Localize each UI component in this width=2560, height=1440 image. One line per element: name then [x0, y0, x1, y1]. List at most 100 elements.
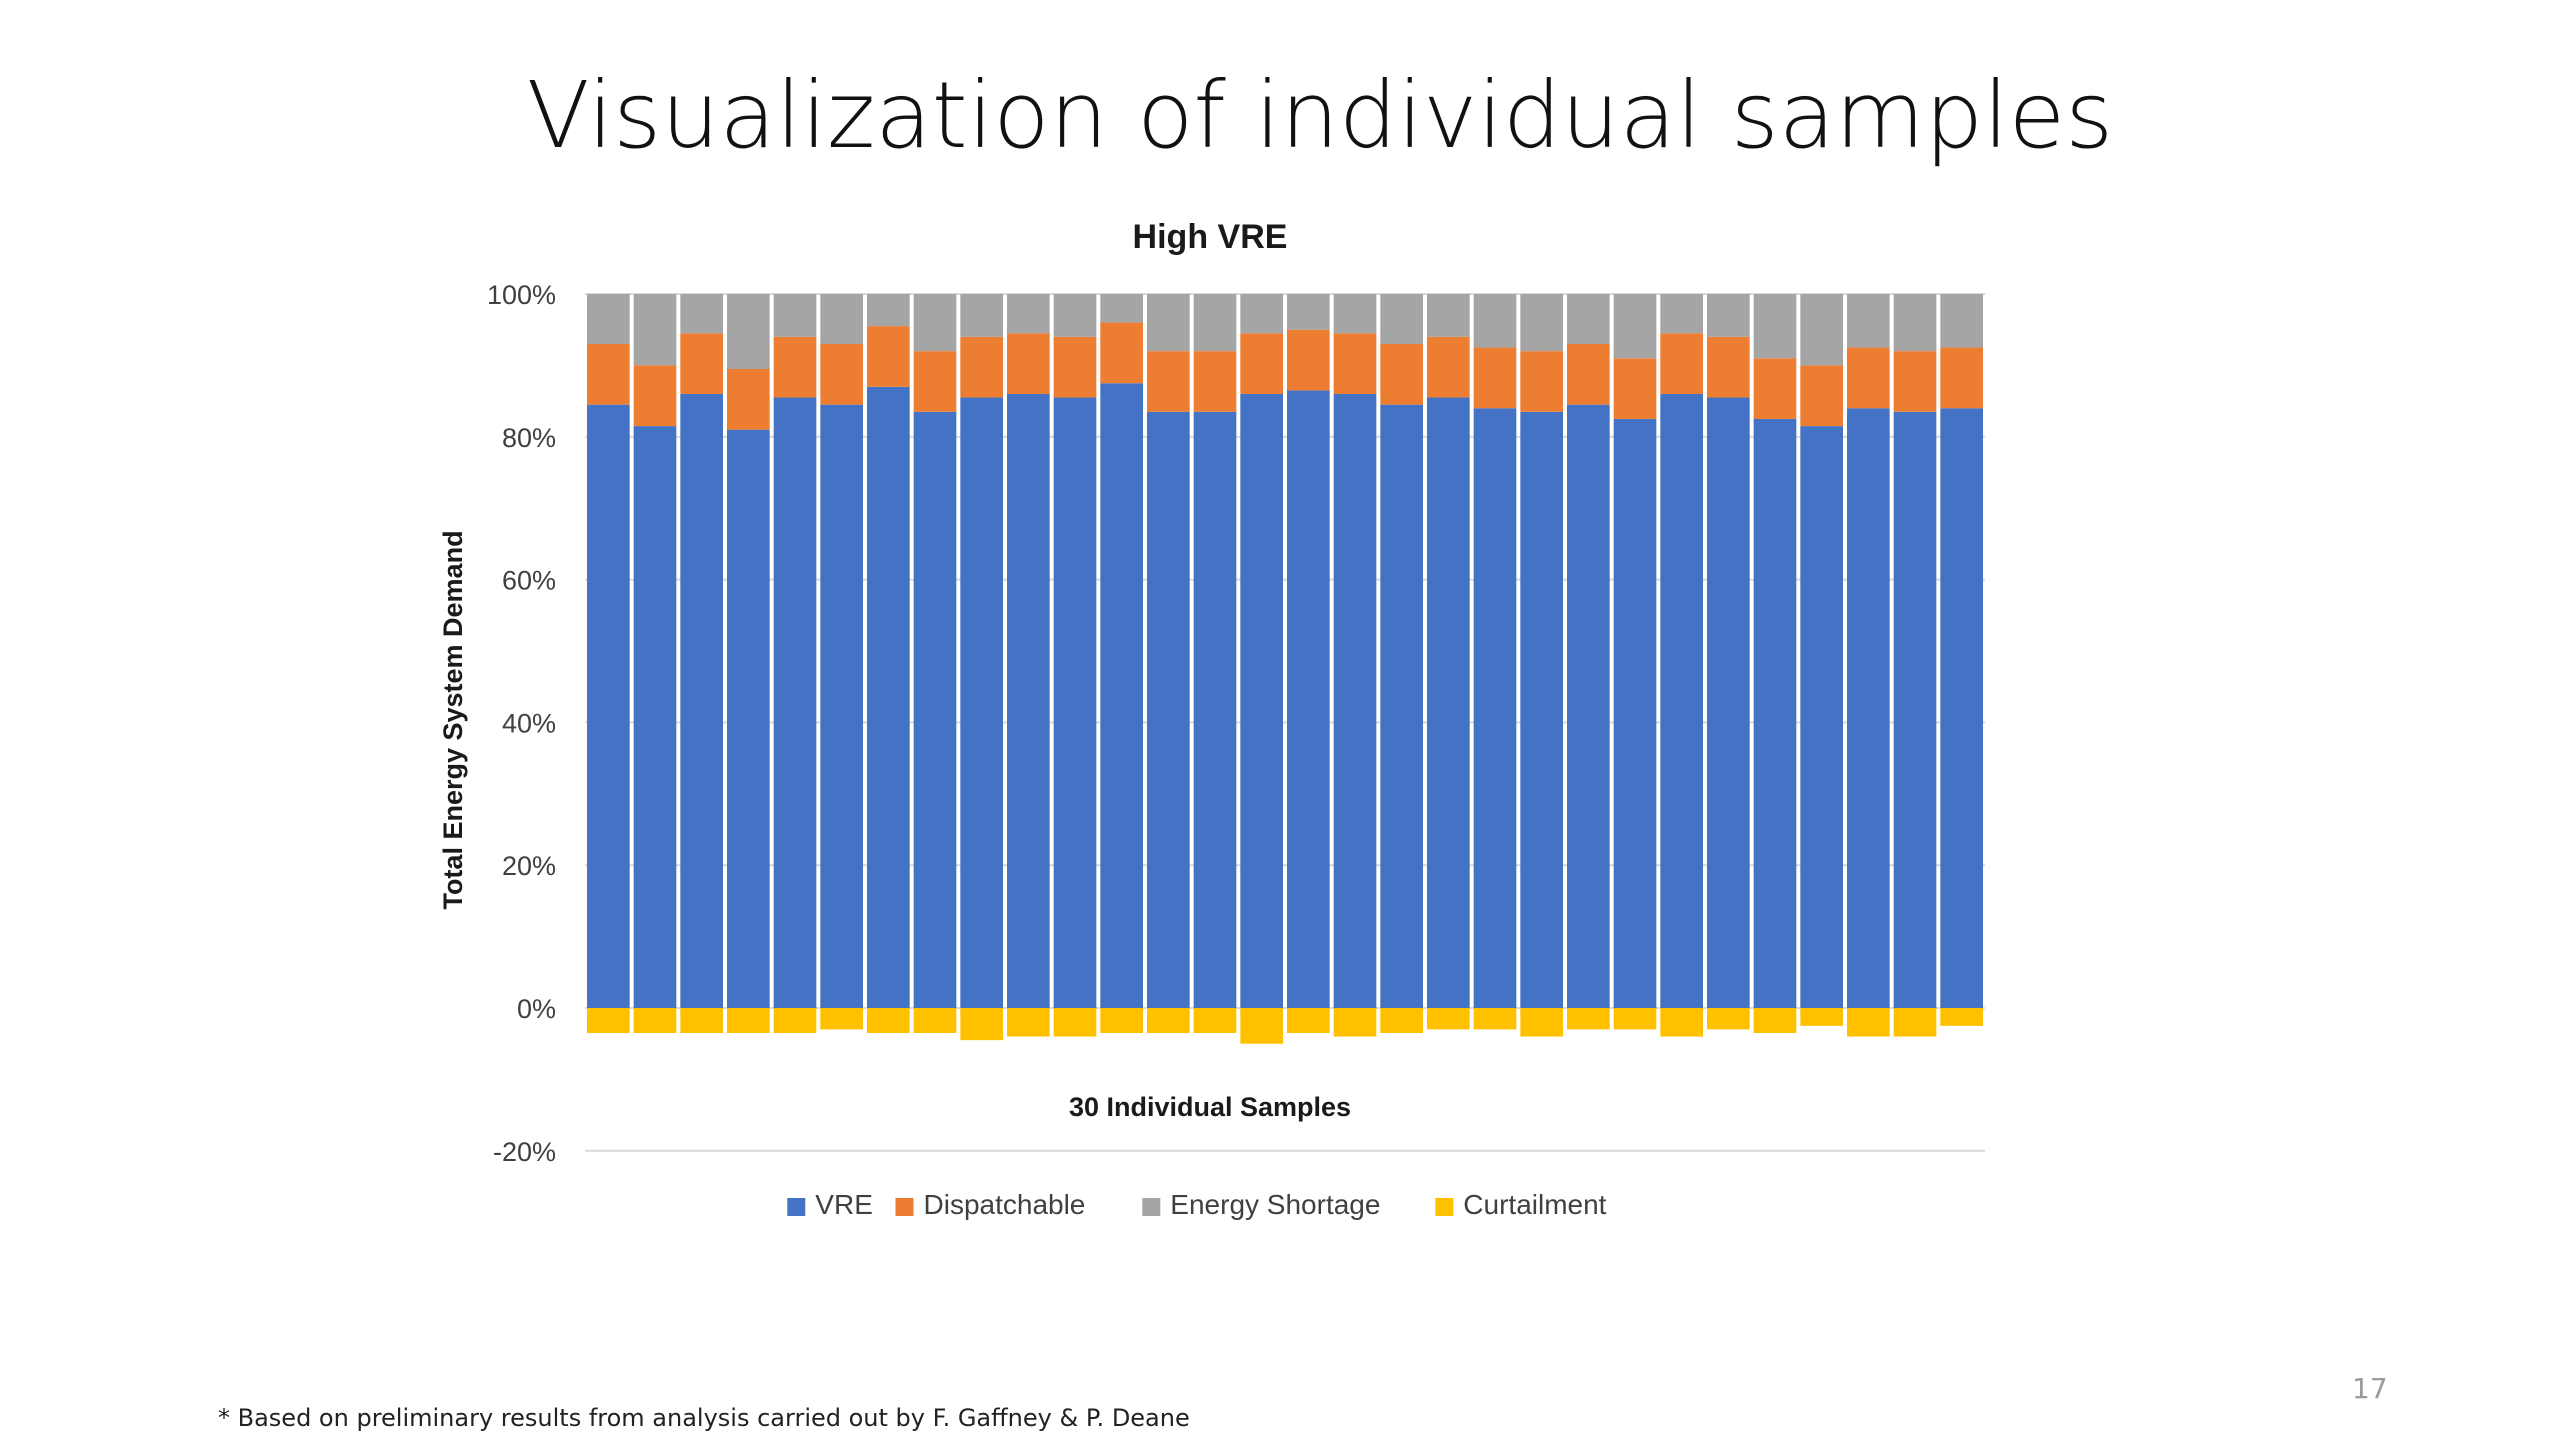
- bar-curtailment: [1893, 1008, 1937, 1037]
- bar-vre: [1053, 397, 1097, 1008]
- bar-curtailment: [1380, 1008, 1423, 1033]
- bar-curtailment: [1847, 1008, 1890, 1037]
- bar-dispatchable: [680, 333, 723, 394]
- bar-vre: [913, 411, 957, 1008]
- y-tick-label: 80%: [502, 423, 556, 453]
- bar-vre: [1613, 418, 1657, 1008]
- bar-curtailment: [1940, 1008, 1983, 1026]
- legend-label-dispatchable: Dispatchable: [924, 1189, 1086, 1220]
- bar-energy-shortage: [960, 294, 1003, 337]
- bar-dispatchable: [1660, 333, 1703, 394]
- legend-label-vre: VRE: [815, 1189, 873, 1220]
- bar-energy-shortage: [1100, 294, 1143, 323]
- bar-dispatchable: [1567, 343, 1610, 405]
- bar-dispatchable: [1520, 351, 1563, 412]
- bar-energy-shortage: [1800, 294, 1843, 366]
- bar-dispatchable: [1940, 347, 1983, 409]
- bar-curtailment: [1100, 1008, 1143, 1033]
- bar-vre: [1753, 418, 1797, 1008]
- bar-vre: [1660, 393, 1703, 1009]
- bar-energy-shortage: [1053, 294, 1097, 337]
- bar-dispatchable: [727, 368, 770, 430]
- bar-vre: [1427, 397, 1470, 1008]
- bar-curtailment: [1707, 1008, 1750, 1030]
- bar-curtailment: [913, 1008, 957, 1033]
- bar-energy-shortage: [1567, 294, 1610, 344]
- slide-title: Visualization of individual samples: [526, 62, 2114, 169]
- legend-label-curtailment: Curtailment: [1463, 1189, 1606, 1220]
- bar-curtailment: [587, 1008, 630, 1033]
- bar-energy-shortage: [1427, 294, 1470, 337]
- bar-curtailment: [1613, 1008, 1657, 1030]
- bar-curtailment: [1660, 1008, 1703, 1037]
- bar-dispatchable: [1333, 333, 1377, 394]
- bar-vre: [1847, 408, 1890, 1008]
- bar-curtailment: [960, 1008, 1003, 1041]
- bar-energy-shortage: [867, 294, 910, 327]
- bar-dispatchable: [960, 336, 1003, 398]
- bar-curtailment: [1567, 1008, 1610, 1030]
- bar-vre: [1567, 404, 1610, 1008]
- bar-vre: [867, 386, 910, 1008]
- bar-dispatchable: [1007, 333, 1050, 394]
- bar-curtailment: [1333, 1008, 1377, 1037]
- bar-energy-shortage: [680, 294, 723, 334]
- bar-energy-shortage: [820, 294, 863, 344]
- y-tick-label: 0%: [517, 994, 556, 1024]
- bar-energy-shortage: [1147, 294, 1190, 352]
- bar-vre: [1287, 390, 1330, 1008]
- bar-energy-shortage: [1333, 294, 1377, 334]
- bar-dispatchable: [1053, 336, 1097, 398]
- bar-vre: [1707, 397, 1750, 1008]
- bar-curtailment: [773, 1008, 817, 1033]
- bar-dispatchable: [1893, 351, 1937, 412]
- bar-vre: [1100, 383, 1143, 1008]
- bar-vre: [1893, 411, 1937, 1008]
- bar-energy-shortage: [1893, 294, 1937, 352]
- bar-dispatchable: [773, 336, 817, 398]
- bar-dispatchable: [1427, 336, 1470, 398]
- bar-dispatchable: [820, 343, 863, 405]
- bar-curtailment: [1287, 1008, 1330, 1033]
- bar-energy-shortage: [727, 294, 770, 369]
- bar-energy-shortage: [913, 294, 957, 352]
- bar-vre: [1380, 404, 1423, 1008]
- bar-energy-shortage: [1240, 294, 1283, 334]
- bar-curtailment: [1007, 1008, 1050, 1037]
- bar-curtailment: [1427, 1008, 1470, 1030]
- bar-energy-shortage: [1940, 294, 1983, 348]
- bar-curtailment: [820, 1008, 863, 1030]
- bar-vre: [773, 397, 817, 1008]
- bar-curtailment: [1147, 1008, 1190, 1033]
- x-axis-label: 30 Individual Samples: [1069, 1092, 1351, 1122]
- bar-energy-shortage: [1007, 294, 1050, 334]
- bar-energy-shortage: [1707, 294, 1750, 337]
- bar-energy-shortage: [1520, 294, 1563, 352]
- bar-vre: [1520, 411, 1563, 1008]
- bar-dispatchable: [867, 326, 910, 387]
- y-tick-label: -20%: [493, 1137, 556, 1167]
- bar-vre: [1473, 408, 1517, 1008]
- bar-dispatchable: [1473, 347, 1517, 409]
- bar-dispatchable: [633, 365, 677, 427]
- bar-dispatchable: [1800, 365, 1843, 427]
- bar-energy-shortage: [1193, 294, 1237, 352]
- bar-vre: [1007, 393, 1050, 1009]
- bar-curtailment: [1240, 1008, 1283, 1044]
- y-tick-label: 100%: [487, 280, 556, 310]
- bar-curtailment: [727, 1008, 770, 1033]
- bar-energy-shortage: [1380, 294, 1423, 344]
- legend-label-energy-shortage: Energy Shortage: [1170, 1189, 1380, 1220]
- bar-vre: [680, 393, 723, 1009]
- bar-dispatchable: [1100, 322, 1143, 384]
- bar-dispatchable: [1847, 347, 1890, 409]
- bar-energy-shortage: [1847, 294, 1890, 348]
- chart-title: High VRE: [1133, 218, 1288, 256]
- bar-energy-shortage: [1473, 294, 1517, 348]
- bar-energy-shortage: [1287, 294, 1330, 330]
- bar-dispatchable: [1240, 333, 1283, 394]
- bar-energy-shortage: [1753, 294, 1797, 359]
- bar-dispatchable: [1613, 358, 1657, 419]
- bar-dispatchable: [1287, 329, 1330, 391]
